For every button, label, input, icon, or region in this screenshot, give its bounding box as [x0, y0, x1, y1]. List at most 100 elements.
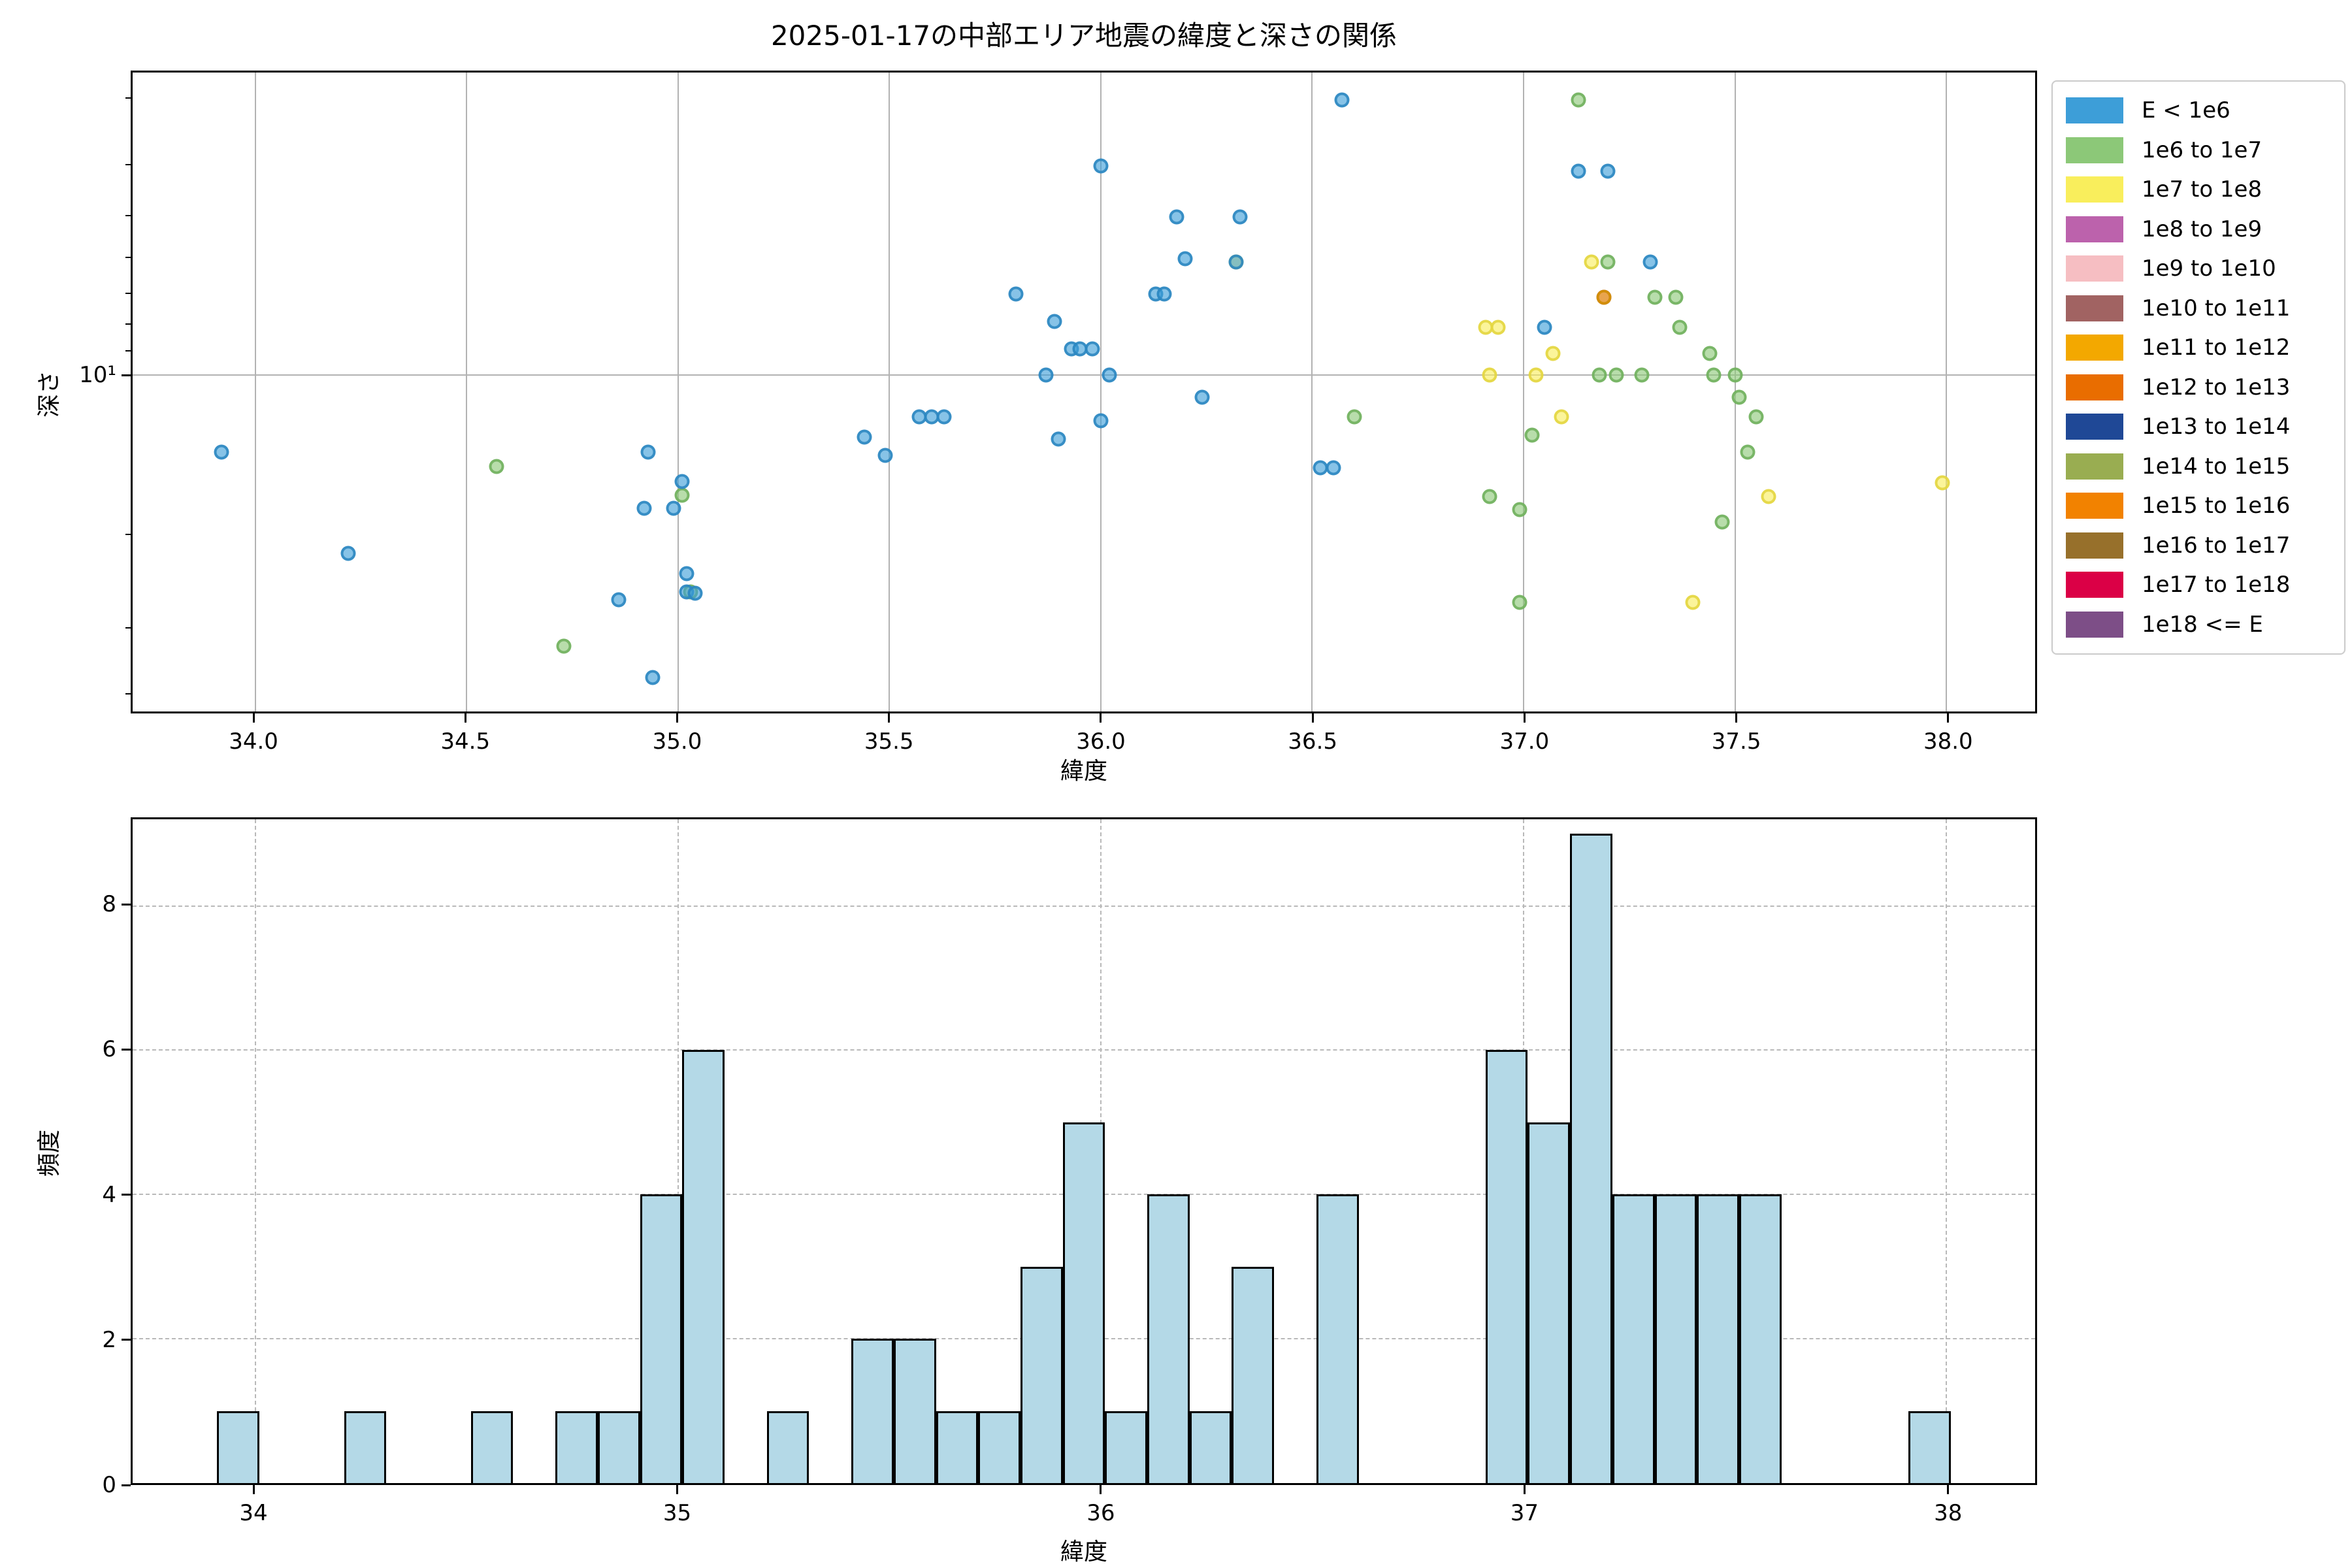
- histogram-bar[interactable]: [1612, 1194, 1655, 1483]
- scatter-point[interactable]: [666, 500, 681, 516]
- scatter-point[interactable]: [1554, 409, 1569, 425]
- histogram-bar[interactable]: [893, 1339, 936, 1483]
- legend-item[interactable]: 1e18 <= E: [2066, 605, 2331, 645]
- histogram-bar[interactable]: [597, 1411, 640, 1483]
- legend-item[interactable]: E < 1e6: [2066, 91, 2331, 131]
- scatter-point[interactable]: [1085, 341, 1100, 357]
- scatter-point[interactable]: [1647, 289, 1663, 305]
- scatter-point[interactable]: [1169, 209, 1184, 225]
- scatter-point[interactable]: [1761, 489, 1776, 504]
- legend-item[interactable]: 1e10 to 1e11: [2066, 289, 2331, 329]
- scatter-point[interactable]: [1228, 254, 1244, 270]
- histogram-bar[interactable]: [978, 1411, 1021, 1483]
- histogram-plot-area[interactable]: [131, 817, 2037, 1485]
- scatter-point[interactable]: [1634, 367, 1650, 383]
- histogram-bar[interactable]: [1908, 1411, 1951, 1483]
- histogram-bar[interactable]: [851, 1339, 894, 1483]
- scatter-point[interactable]: [1596, 289, 1612, 305]
- scatter-point[interactable]: [489, 459, 504, 474]
- scatter-point[interactable]: [1706, 367, 1722, 383]
- histogram-bar[interactable]: [217, 1411, 260, 1483]
- scatter-point[interactable]: [1232, 209, 1248, 225]
- scatter-point[interactable]: [1093, 413, 1109, 429]
- scatter-point[interactable]: [1482, 367, 1497, 383]
- scatter-point[interactable]: [1102, 367, 1117, 383]
- legend-item[interactable]: 1e14 to 1e15: [2066, 447, 2331, 487]
- histogram-bar[interactable]: [1020, 1266, 1063, 1483]
- scatter-point[interactable]: [1685, 595, 1701, 610]
- scatter-point[interactable]: [1545, 346, 1561, 361]
- scatter-point[interactable]: [214, 444, 229, 460]
- legend-item[interactable]: 1e12 to 1e13: [2066, 368, 2331, 408]
- scatter-point[interactable]: [1748, 409, 1764, 425]
- scatter-point[interactable]: [687, 585, 703, 601]
- scatter-point[interactable]: [636, 500, 652, 516]
- scatter-point[interactable]: [1490, 319, 1506, 335]
- scatter-point[interactable]: [1571, 92, 1586, 108]
- histogram-bar[interactable]: [1105, 1411, 1148, 1483]
- scatter-point[interactable]: [1038, 367, 1054, 383]
- scatter-point[interactable]: [1051, 431, 1066, 447]
- scatter-point[interactable]: [1528, 367, 1544, 383]
- scatter-point[interactable]: [1600, 254, 1616, 270]
- scatter-point[interactable]: [611, 592, 627, 608]
- scatter-point[interactable]: [556, 638, 572, 654]
- histogram-bar[interactable]: [1527, 1122, 1571, 1483]
- histogram-bar[interactable]: [344, 1411, 387, 1483]
- histogram-bar[interactable]: [555, 1411, 598, 1483]
- legend-item[interactable]: 1e17 to 1e18: [2066, 565, 2331, 605]
- scatter-point[interactable]: [1524, 427, 1540, 443]
- scatter-point[interactable]: [340, 546, 356, 561]
- histogram-bar[interactable]: [1147, 1194, 1190, 1483]
- scatter-point[interactable]: [1702, 346, 1718, 361]
- scatter-point[interactable]: [1740, 444, 1756, 460]
- scatter-plot-area[interactable]: [131, 71, 2037, 713]
- histogram-bar[interactable]: [1232, 1266, 1275, 1483]
- scatter-point[interactable]: [1047, 314, 1062, 329]
- scatter-point[interactable]: [1668, 289, 1684, 305]
- legend-item[interactable]: 1e16 to 1e17: [2066, 526, 2331, 566]
- scatter-point[interactable]: [936, 409, 952, 425]
- scatter-point[interactable]: [1609, 367, 1624, 383]
- scatter-point[interactable]: [1093, 158, 1109, 174]
- histogram-bar[interactable]: [1485, 1050, 1528, 1483]
- scatter-point[interactable]: [1731, 389, 1747, 405]
- legend-item[interactable]: 1e9 to 1e10: [2066, 249, 2331, 289]
- scatter-point[interactable]: [1156, 286, 1172, 302]
- scatter-point[interactable]: [1642, 254, 1658, 270]
- histogram-bar[interactable]: [1570, 834, 1612, 1483]
- scatter-point[interactable]: [1512, 502, 1527, 517]
- histogram-bar[interactable]: [682, 1050, 725, 1483]
- scatter-point[interactable]: [1347, 409, 1362, 425]
- histogram-bar[interactable]: [766, 1411, 809, 1483]
- scatter-point[interactable]: [1334, 92, 1350, 108]
- histogram-bar[interactable]: [936, 1411, 979, 1483]
- scatter-point[interactable]: [857, 429, 872, 445]
- scatter-point[interactable]: [1177, 251, 1193, 267]
- scatter-point[interactable]: [674, 474, 690, 489]
- scatter-point[interactable]: [877, 448, 893, 463]
- legend-item[interactable]: 1e6 to 1e7: [2066, 131, 2331, 171]
- histogram-bar[interactable]: [1739, 1194, 1782, 1483]
- histogram-bar[interactable]: [1654, 1194, 1697, 1483]
- scatter-point[interactable]: [1935, 475, 1950, 491]
- legend-item[interactable]: 1e15 to 1e16: [2066, 486, 2331, 526]
- scatter-point[interactable]: [1592, 367, 1607, 383]
- legend-item[interactable]: 1e13 to 1e14: [2066, 407, 2331, 447]
- legend-item[interactable]: 1e7 to 1e8: [2066, 170, 2331, 210]
- scatter-point[interactable]: [1537, 319, 1552, 335]
- scatter-point[interactable]: [1512, 595, 1527, 610]
- scatter-point[interactable]: [1194, 389, 1210, 405]
- scatter-point[interactable]: [1326, 460, 1341, 476]
- scatter-point[interactable]: [1600, 163, 1616, 179]
- histogram-bar[interactable]: [470, 1411, 514, 1483]
- scatter-point[interactable]: [1714, 514, 1730, 530]
- scatter-point[interactable]: [1571, 163, 1586, 179]
- scatter-point[interactable]: [1584, 254, 1599, 270]
- histogram-bar[interactable]: [1316, 1194, 1359, 1483]
- scatter-point[interactable]: [674, 487, 690, 503]
- scatter-point[interactable]: [1672, 319, 1688, 335]
- histogram-bar[interactable]: [640, 1194, 683, 1483]
- histogram-bar[interactable]: [1062, 1122, 1105, 1483]
- histogram-bar[interactable]: [1189, 1411, 1232, 1483]
